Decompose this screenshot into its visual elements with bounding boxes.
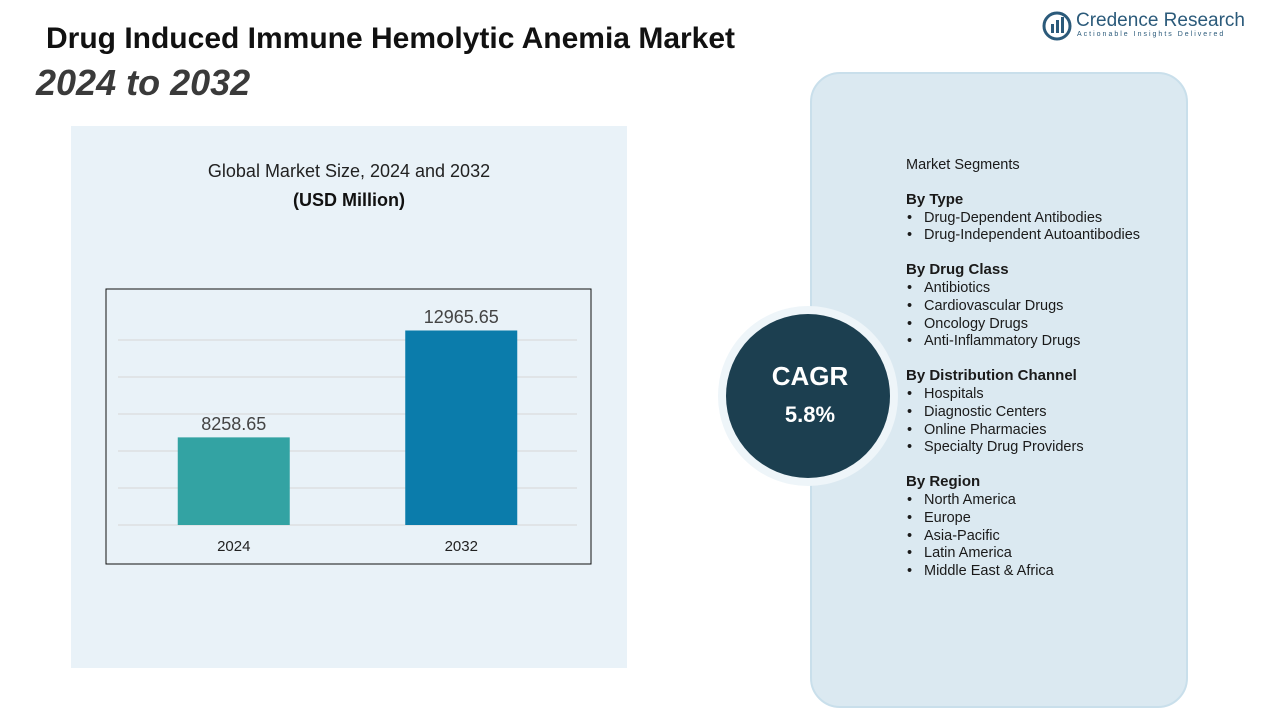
logo-icon [1042,11,1072,41]
segment-item: Drug-Independent Autoantibodies [906,227,1149,245]
x-tick-label: 2032 [445,538,478,555]
segment-item: North America [906,492,1149,510]
chart-subtitle: (USD Million) [293,190,405,210]
chart-title: Global Market Size, 2024 and 2032 [208,161,490,181]
page-subtitle: 2024 to 2032 [36,62,251,103]
x-tick-label: 2024 [217,538,250,555]
segment-item: Europe [906,510,1149,528]
segment-heading: By Type [906,190,964,208]
segment-item: Asia-Pacific [906,528,1149,546]
segment-group: By Drug ClassAntibioticsCardiovascular D… [906,261,1166,351]
segment-item: Online Pharmacies [906,422,1149,440]
bar [405,330,518,525]
logo-tagline: Actionable Insights Delivered [1077,31,1226,38]
plot-frame [105,288,592,565]
bar [177,437,290,525]
cagr-circle [726,314,890,478]
segment-item: Latin America [906,545,1149,563]
segment-heading: By Region [906,473,981,491]
segment-heading: By Distribution Channel [906,367,1077,385]
chart-panel [71,126,627,668]
cagr-label: CAGR [772,361,849,391]
logo: Credence Research Actionable Insights De… [1042,8,1272,44]
segment-item: Hospitals [906,386,1149,404]
value-label: 12965.65 [424,307,499,327]
segment-item: Oncology Drugs [906,316,1149,334]
segment-item: Diagnostic Centers [906,404,1149,422]
segment-item: Middle East & Africa [906,563,1149,581]
logo-name: Credence Research [1076,10,1245,31]
segments: Market Segments By Type Drug-Dependent An… [906,157,1166,597]
segment-item: Drug-Dependent Antibodies [906,210,1149,228]
segment-group: By RegionNorth AmericaEuropeAsia-Pacific… [906,473,1166,581]
segment-group: By Distribution ChannelHospitalsDiagnost… [906,367,1166,457]
segment-item: Cardiovascular Drugs [906,298,1149,316]
segment-group: By Type Drug-Dependent AntibodiesDrug-Ind… [906,191,1166,245]
value-label: 8258.65 [201,414,266,434]
segments-title: Market Segments [906,157,1020,173]
segment-item: Anti-Inflammatory Drugs [906,333,1149,351]
segment-heading: By Drug Class [906,261,1009,279]
page-title: Drug Induced Immune Hemolytic Anemia Mar… [46,22,736,55]
segment-item: Antibiotics [906,280,1149,298]
segment-item: Specialty Drug Providers [906,439,1149,457]
cagr-value: 5.8% [785,402,835,427]
